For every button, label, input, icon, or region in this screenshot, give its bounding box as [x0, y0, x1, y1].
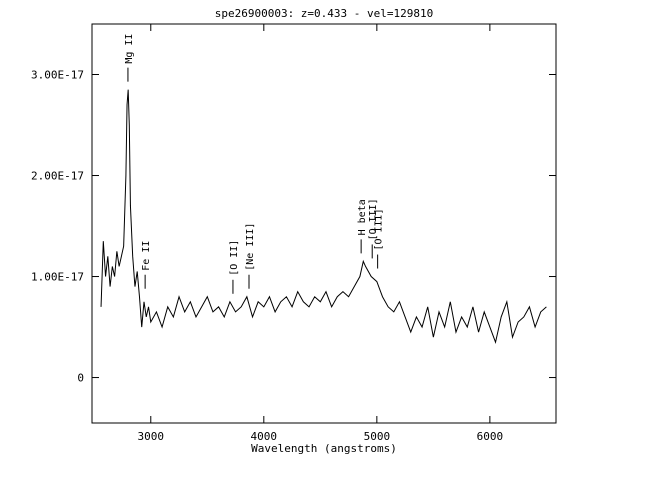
plot-frame: [91, 23, 557, 424]
x-axis-label: Wavelength (angstroms): [251, 442, 397, 455]
x-tick-label: 3000: [138, 430, 165, 443]
line-label: H beta: [357, 199, 368, 235]
line-label: Fe II: [141, 241, 152, 271]
chart-title: spe26900003: z=0.433 - vel=129810: [215, 7, 434, 20]
line-label: [O II]: [229, 240, 240, 276]
x-tick-label: 4000: [251, 430, 278, 443]
line-label: [O III]: [374, 208, 385, 250]
spectrum-line: [100, 89, 547, 344]
x-tick-label: 6000: [477, 430, 504, 443]
y-tick-label: 3.00E-17: [31, 69, 84, 82]
line-label: Mg II: [124, 34, 135, 64]
y-tick-label: 0: [77, 372, 84, 385]
line-label: [O III]: [368, 198, 379, 240]
x-tick-label: 5000: [364, 430, 391, 443]
y-tick-label: 1.00E-17: [31, 271, 84, 284]
line-label: [Ne III]: [245, 223, 256, 271]
y-tick-label: 2.00E-17: [31, 170, 84, 183]
